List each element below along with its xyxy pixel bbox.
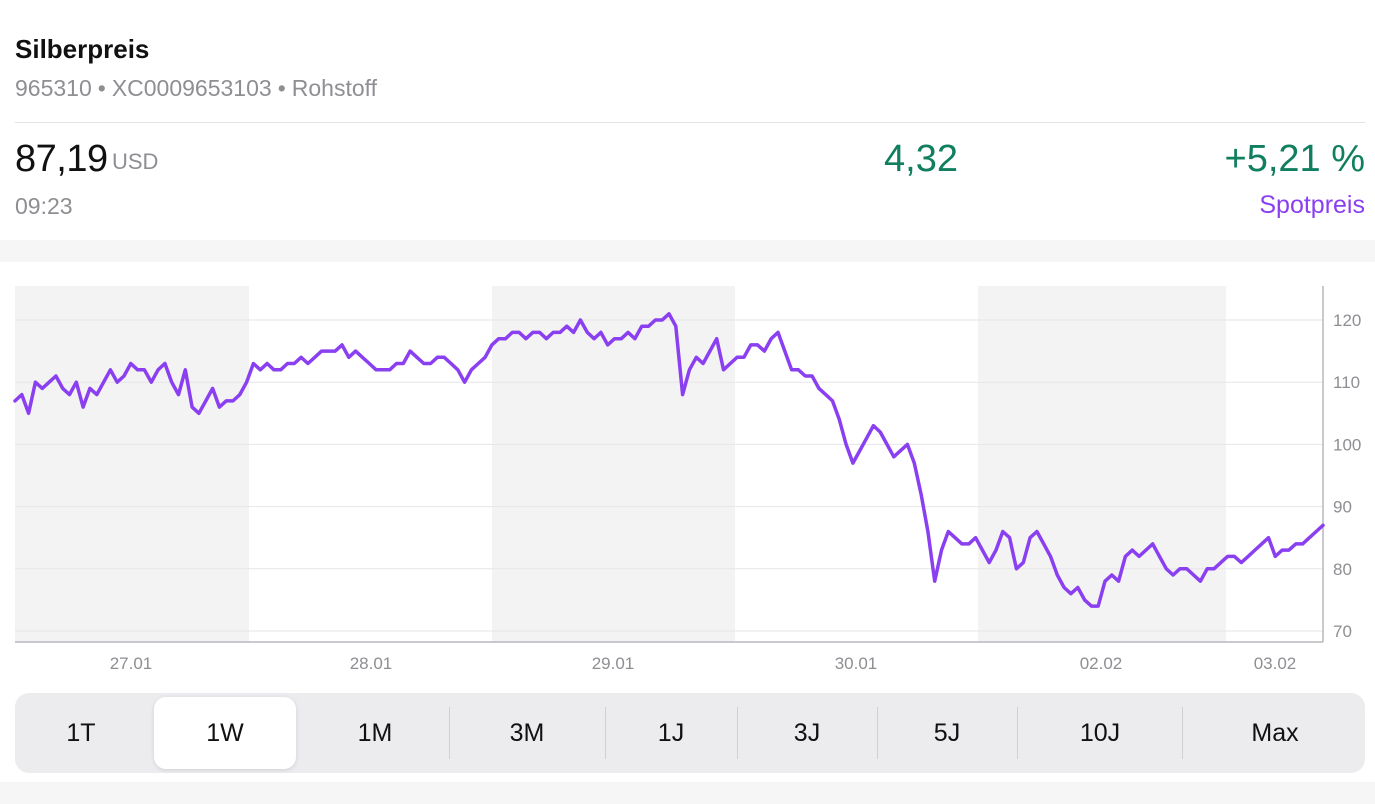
x-tick-label: 28.01 <box>350 654 393 673</box>
range-separator <box>1017 707 1018 759</box>
y-tick-label: 90 <box>1333 498 1352 517</box>
range-option-1w[interactable]: 1W <box>154 697 296 769</box>
price-chart[interactable]: 70 80 90 100 110 120 27.01 28.01 29.01 30.01 02.02… <box>0 262 1375 680</box>
x-tick-label: 30.01 <box>835 654 878 673</box>
x-tick-label: 02.02 <box>1080 654 1123 673</box>
day-shade-band <box>15 286 249 642</box>
range-separator <box>877 707 878 759</box>
y-tick-label: 100 <box>1333 435 1361 454</box>
y-tick-label: 70 <box>1333 622 1352 641</box>
instrument-identifiers: 965310 • XC0009653103 • Rohstoff <box>15 75 377 102</box>
range-option-5j[interactable]: 5J <box>933 718 961 747</box>
range-option-3m[interactable]: 3M <box>509 718 545 747</box>
range-separator <box>1182 707 1183 759</box>
y-tick-label: 110 <box>1333 373 1360 392</box>
price-line <box>13 312 1325 608</box>
time-range-selector: 1T 1W 1M 3M 1J 3J 5J 10J Max <box>15 693 1365 773</box>
x-tick-label: 29.01 <box>592 654 635 673</box>
range-option-10j[interactable]: 10J <box>1079 718 1121 747</box>
day-shade-band <box>978 286 1226 642</box>
header-divider <box>15 122 1365 123</box>
isin: XC0009653103 <box>111 75 272 101</box>
y-tick-label: 80 <box>1333 560 1352 579</box>
change-percent: +5,21 % <box>1224 138 1366 180</box>
change-absolute: 4,32 <box>884 138 958 180</box>
range-separator <box>737 707 738 759</box>
range-separator <box>605 707 606 759</box>
current-price: 87,19 <box>15 138 108 180</box>
quote-time: 09:23 <box>15 193 73 219</box>
range-option-1m[interactable]: 1M <box>357 718 393 747</box>
instrument-name: Silberpreis <box>15 34 150 64</box>
range-option-max[interactable]: Max <box>1251 718 1299 747</box>
separator-dot: • <box>97 75 106 101</box>
day-shade-band <box>492 286 735 642</box>
y-tick-label: 120 <box>1333 311 1361 330</box>
bottom-separator <box>0 782 1375 804</box>
currency-label: USD <box>112 149 159 174</box>
spot-price-link[interactable]: Spotpreis <box>1259 191 1365 219</box>
x-tick-label: 27.01 <box>110 654 153 673</box>
wkn: 965310 <box>15 75 92 101</box>
instrument-type: Rohstoff <box>291 75 377 101</box>
section-separator <box>0 240 1375 262</box>
range-option-1t[interactable]: 1T <box>66 718 96 747</box>
x-tick-label: 03.02 <box>1254 654 1297 673</box>
range-separator <box>449 707 450 759</box>
range-option-3j[interactable]: 3J <box>793 718 821 747</box>
separator-dot: • <box>277 75 286 101</box>
range-option-1j[interactable]: 1J <box>657 718 685 747</box>
